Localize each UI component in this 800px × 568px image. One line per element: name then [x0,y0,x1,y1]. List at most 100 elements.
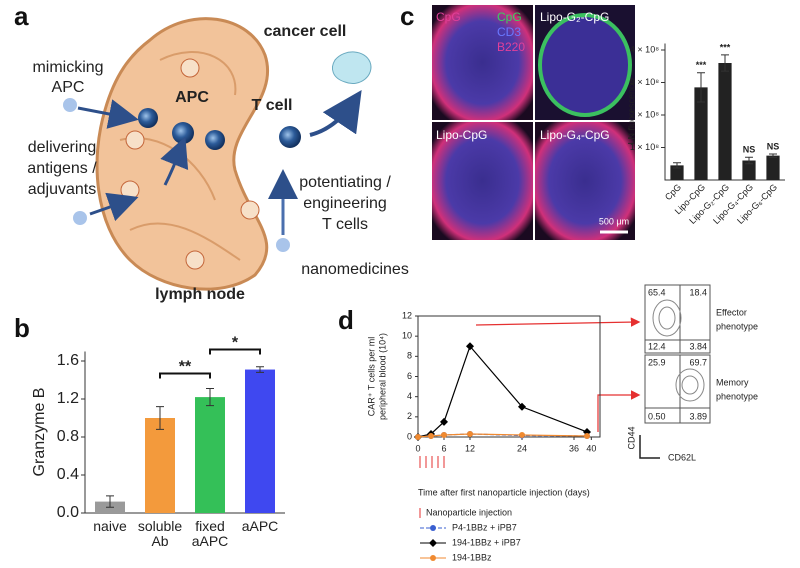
x-tick-label: fixed aAPC [191,519,229,549]
label: engineering [303,195,387,212]
label: 0 [407,431,412,441]
label: phenotype [716,321,758,331]
label: cancer cell [264,23,347,40]
label: 6 [407,371,412,381]
label: 6 [441,443,446,453]
label: B220 [497,40,525,54]
label: *** [720,42,731,52]
panel-a-art [63,17,372,291]
bar [742,160,756,180]
marker [519,431,525,438]
label: CD3 [497,25,521,39]
label: 12 [465,443,475,453]
label: Lipo-G₄-CpG [540,128,610,142]
label: P4-1BBz + iPB7 [452,522,517,532]
label: phenotype [716,391,758,401]
label: 1.2 [57,390,79,407]
label: lymph node [155,286,245,303]
legend-marker [430,555,436,561]
label: 8 [407,351,412,361]
label: b [14,313,30,343]
marker [441,431,447,438]
label: 4 [407,391,412,401]
label: Time after first nanoparticle injection … [418,487,590,497]
label: 194-1BBz + iPB7 [452,537,521,547]
label: *** [696,60,707,70]
label: 10 [402,331,412,341]
category-label: fixed aAPC [191,519,229,549]
x-tick-label: naive [93,519,127,534]
legend-marker [429,539,437,547]
label: NS [743,145,756,155]
label: Nanoparticle injection [426,507,512,517]
bar [145,418,175,513]
label: 18.4 [689,287,707,297]
label: 25.9 [648,357,666,367]
label: CD62L [668,452,696,462]
error-bar [106,495,114,508]
label: 2 [407,411,412,421]
bracket [159,372,211,379]
marker [518,402,526,411]
bar [245,369,275,513]
marker [467,430,473,437]
error-bar [673,162,681,169]
x-tick-label: soluble Ab [137,519,183,549]
label: CAR⁺ T cells per ml [366,337,376,416]
label: c [400,1,414,31]
label: 3.84 [689,341,707,351]
label: peripheral blood (10⁴) [377,333,387,420]
label: antigens / [27,160,97,177]
error-bar [256,366,264,373]
label: 500 μm [599,216,629,226]
label: nanomedicines [301,261,409,278]
label: 194-1BBz [452,552,492,562]
label: delivering [28,139,96,156]
label: 1.6 [57,352,79,369]
marker [415,434,421,440]
label: * [232,335,239,352]
label: Lipo-G₂-CpG [540,10,609,24]
label: 12 [402,310,412,320]
error-bar [156,406,164,430]
label: 24 [517,443,527,453]
bar [766,155,780,180]
label: Lipo-CpG [436,128,487,142]
label: 0.4 [57,466,79,483]
label: Memory [716,377,749,387]
micrographs [432,5,635,240]
x-tick-label: aAPC [241,519,279,534]
label: CD44 [626,426,636,449]
label: a [14,1,29,31]
label: 3 × 10⁸ [630,77,659,87]
label: mimicking [32,59,103,76]
marker [428,432,434,439]
bar [195,397,225,513]
bracket [209,348,261,355]
category-label: naive [93,519,127,534]
error-bar [721,54,729,72]
label: Effector [716,307,747,317]
label: 12.4 [648,341,666,351]
label: APC [52,79,85,96]
marker [466,342,474,351]
label: adjuvants [28,181,97,198]
label: T cell [252,97,293,114]
error-bar [697,72,705,103]
label: CpG [436,10,461,24]
label: ** [179,359,192,376]
label: T cells [322,216,368,233]
error-bar [769,153,777,158]
label: 4 × 10⁸ [630,44,659,54]
marker [440,417,448,426]
label: 1 × 10⁸ [630,142,659,152]
label: CpG [663,182,683,202]
error-bar [745,156,753,165]
label: APC [175,89,209,106]
label: NS [767,141,780,151]
label: potentiating / [299,174,391,191]
legend-marker [430,525,436,531]
label: 36 [569,443,579,453]
category-label: aAPC [241,519,279,534]
